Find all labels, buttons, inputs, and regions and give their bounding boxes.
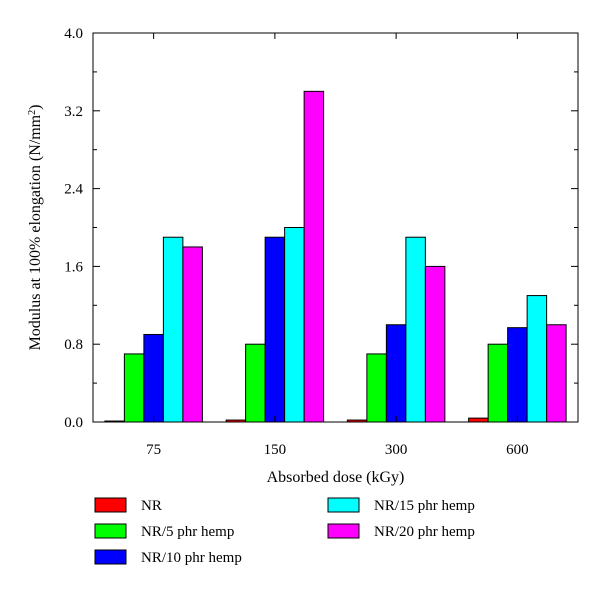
bar-nr-15-phr-hemp-150 xyxy=(284,227,305,423)
bar-nr-20-phr-hemp-600 xyxy=(546,324,567,423)
bars-layer xyxy=(104,90,567,423)
bar-nr-20-phr-hemp-150 xyxy=(303,90,325,423)
bar-nr-20-phr-hemp-75 xyxy=(182,246,203,423)
legend-item-nr-5-phr-hemp: NR/5 phr hemp xyxy=(94,523,234,540)
y-tick-label-2.4: 2.4 xyxy=(64,182,83,198)
bar-nr-5-phr-hemp-75 xyxy=(123,353,145,423)
legend-label: NR xyxy=(141,498,162,514)
x-axis-title: Absorbed dose (kGy) xyxy=(267,469,405,486)
bar-nr-5-phr-hemp-150 xyxy=(245,343,266,423)
y-axis-title-main: Modulus at 100% elongation (N/mm xyxy=(27,114,44,350)
legend-swatch xyxy=(94,549,127,565)
y-tick-label-3.2: 3.2 xyxy=(64,104,83,120)
legend-swatch xyxy=(94,523,127,539)
bar-nr-5-phr-hemp-300 xyxy=(366,353,387,423)
bar-nr-5-phr-hemp-600 xyxy=(487,343,509,423)
ticks-layer: 75 150 300 600 0.0 0.8 1.6 2.4 3.2 4.0 xyxy=(64,26,578,458)
bar-nr-20-phr-hemp-300 xyxy=(424,265,446,423)
y-axis-title-close: ) xyxy=(27,105,44,110)
x-tick-label-75: 75 xyxy=(146,442,161,458)
y-tick-label-4.0: 4.0 xyxy=(64,26,83,42)
x-tick-label-600: 600 xyxy=(506,442,529,458)
x-tick-label-150: 150 xyxy=(264,442,287,458)
bar-nr-600 xyxy=(468,417,489,423)
legend-label: NR/5 phr hemp xyxy=(141,524,234,540)
legend-label: NR/10 phr hemp xyxy=(141,550,242,566)
legend-item-nr: NR xyxy=(94,497,162,514)
y-axis-title-superscript: 2 xyxy=(27,110,38,115)
legend-item-nr-20-phr-hemp: NR/20 phr hemp xyxy=(327,523,475,540)
bar-nr-10-phr-hemp-300 xyxy=(385,324,407,423)
y-tick-label-1.6: 1.6 xyxy=(64,259,83,275)
legend-swatch xyxy=(327,523,360,539)
bar-nr-10-phr-hemp-150 xyxy=(264,236,286,423)
bar-nr-15-phr-hemp-300 xyxy=(405,236,426,423)
y-tick-label-0.8: 0.8 xyxy=(64,337,83,353)
bar-nr-10-phr-hemp-600 xyxy=(507,327,528,423)
legend-label: NR/20 phr hemp xyxy=(374,524,475,540)
legend-label: NR/15 phr hemp xyxy=(374,498,475,514)
legend: NR NR/5 phr hemp NR/10 phr hemp NR/15 phr h… xyxy=(94,497,475,566)
legend-swatch xyxy=(94,497,127,513)
bar-nr-10-phr-hemp-75 xyxy=(143,333,164,423)
bar-nr-15-phr-hemp-75 xyxy=(162,236,184,423)
legend-swatch xyxy=(327,497,360,513)
y-tick-label-0.0: 0.0 xyxy=(64,415,83,431)
bar-nr-15-phr-hemp-600 xyxy=(526,295,548,423)
x-tick-label-300: 300 xyxy=(385,442,408,458)
legend-item-nr-15-phr-hemp: NR/15 phr hemp xyxy=(327,497,475,514)
y-axis-title: Modulus at 100% elongation (N/mm2) xyxy=(27,105,45,351)
legend-item-nr-10-phr-hemp: NR/10 phr hemp xyxy=(94,549,242,566)
